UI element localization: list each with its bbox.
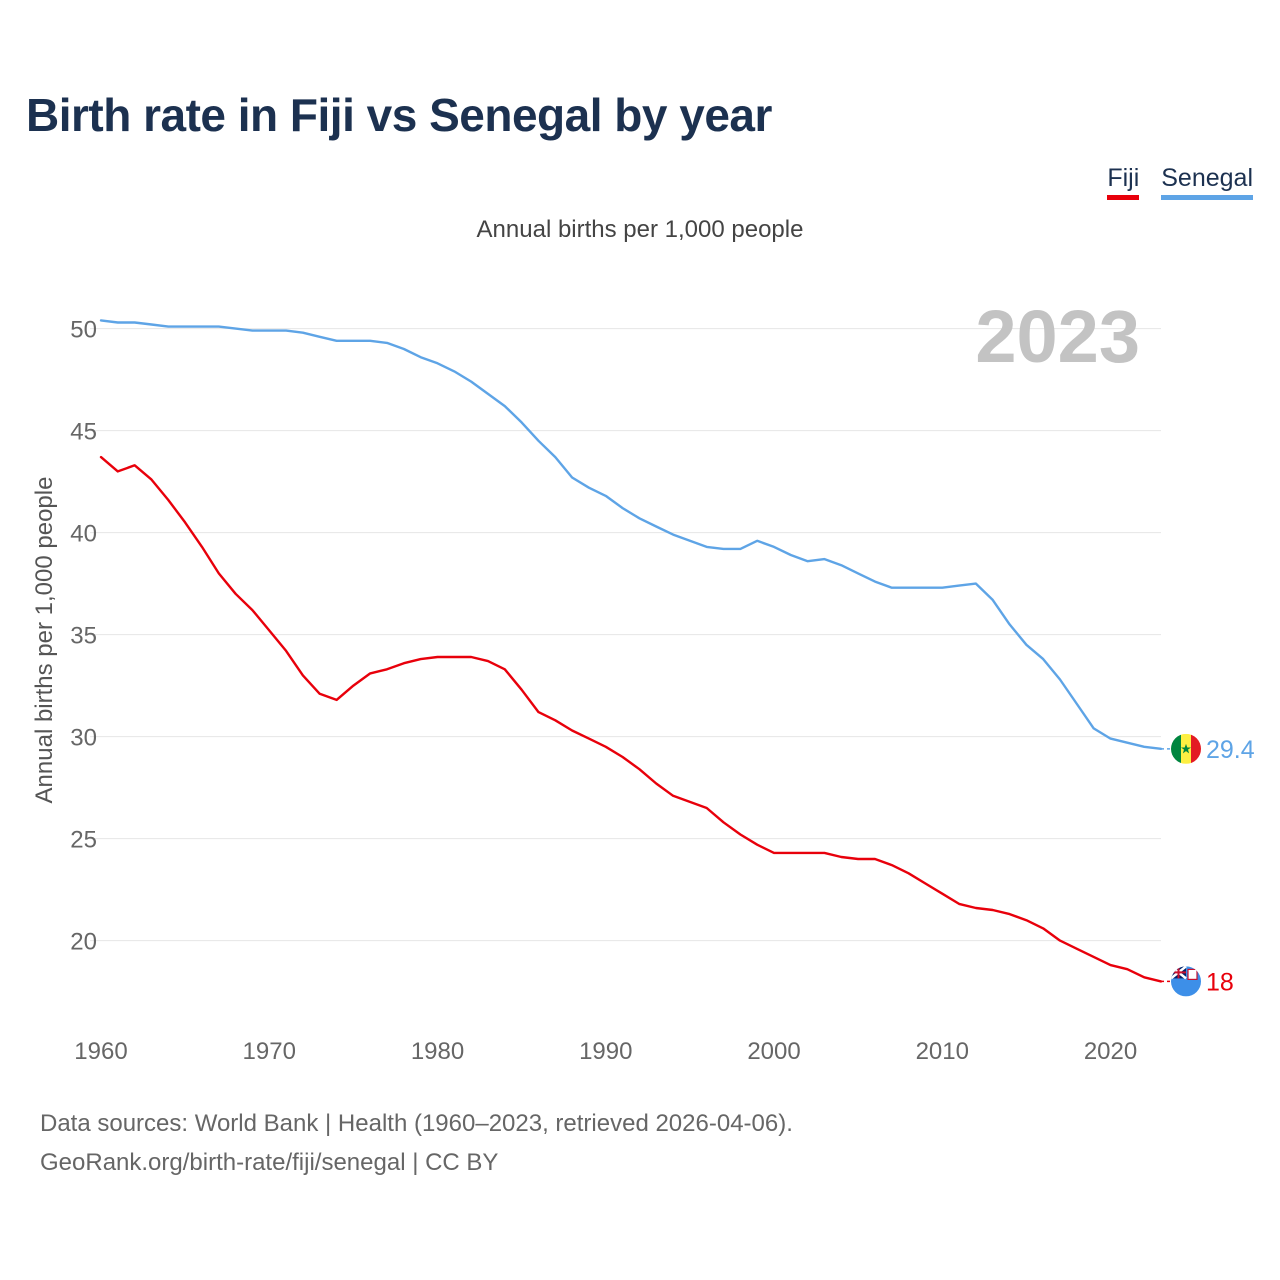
legend-item-fiji[interactable]: Fiji [1107,164,1140,200]
senegal-flag-icon [1171,733,1201,764]
y-axis-ticks: 20 25 30 35 40 45 50 [70,317,97,956]
y-tick-label-50: 50 [70,317,97,344]
source-url[interactable]: GeoRank.org/birth-rate/fiji/senegal | CC… [40,1149,499,1176]
grid-lines [90,328,1161,942]
y-tick-label-45: 45 [70,419,97,446]
series-end-markers: 29.4 18 [1171,733,1255,997]
fiji-flag-icon [1171,966,1201,997]
y-tick-label-40: 40 [70,521,97,548]
legend-item-senegal[interactable]: Senegal [1161,164,1253,200]
series-lines [99,319,1186,983]
x-tick-label-1980: 1980 [411,1038,464,1065]
y-tick-label-20: 20 [70,929,97,956]
series-line-fiji[interactable] [99,455,1163,983]
x-tick-label-1970: 1970 [243,1038,296,1065]
fiji-end-value: 18 [1206,968,1234,996]
y-tick-label-30: 30 [70,725,97,752]
data-source-note: Data sources: World Bank | Health (1960–… [40,1110,793,1137]
x-tick-label-1960: 1960 [74,1038,127,1065]
y-axis-label: Annual births per 1,000 people [31,477,58,804]
x-tick-label-2010: 2010 [916,1038,969,1065]
y-tick-label-25: 25 [70,827,97,854]
year-watermark: 2023 [975,295,1140,378]
x-tick-label-2020: 2020 [1084,1038,1137,1065]
footer: Data sources: World Bank | Health (1960–… [40,1104,793,1182]
x-tick-label-2000: 2000 [747,1038,800,1065]
legend: Fiji Senegal [1107,164,1253,200]
y-tick-label-35: 35 [70,623,97,650]
chart-subtitle: Annual births per 1,000 people [476,216,804,243]
series-line-senegal[interactable] [99,319,1163,750]
x-tick-label-1990: 1990 [579,1038,632,1065]
senegal-end-value: 29.4 [1206,736,1255,764]
chart-title: Birth rate in Fiji vs Senegal by year [26,89,772,141]
x-axis-ticks: 1960 1970 1980 1990 2000 2010 2020 [74,1038,1137,1065]
